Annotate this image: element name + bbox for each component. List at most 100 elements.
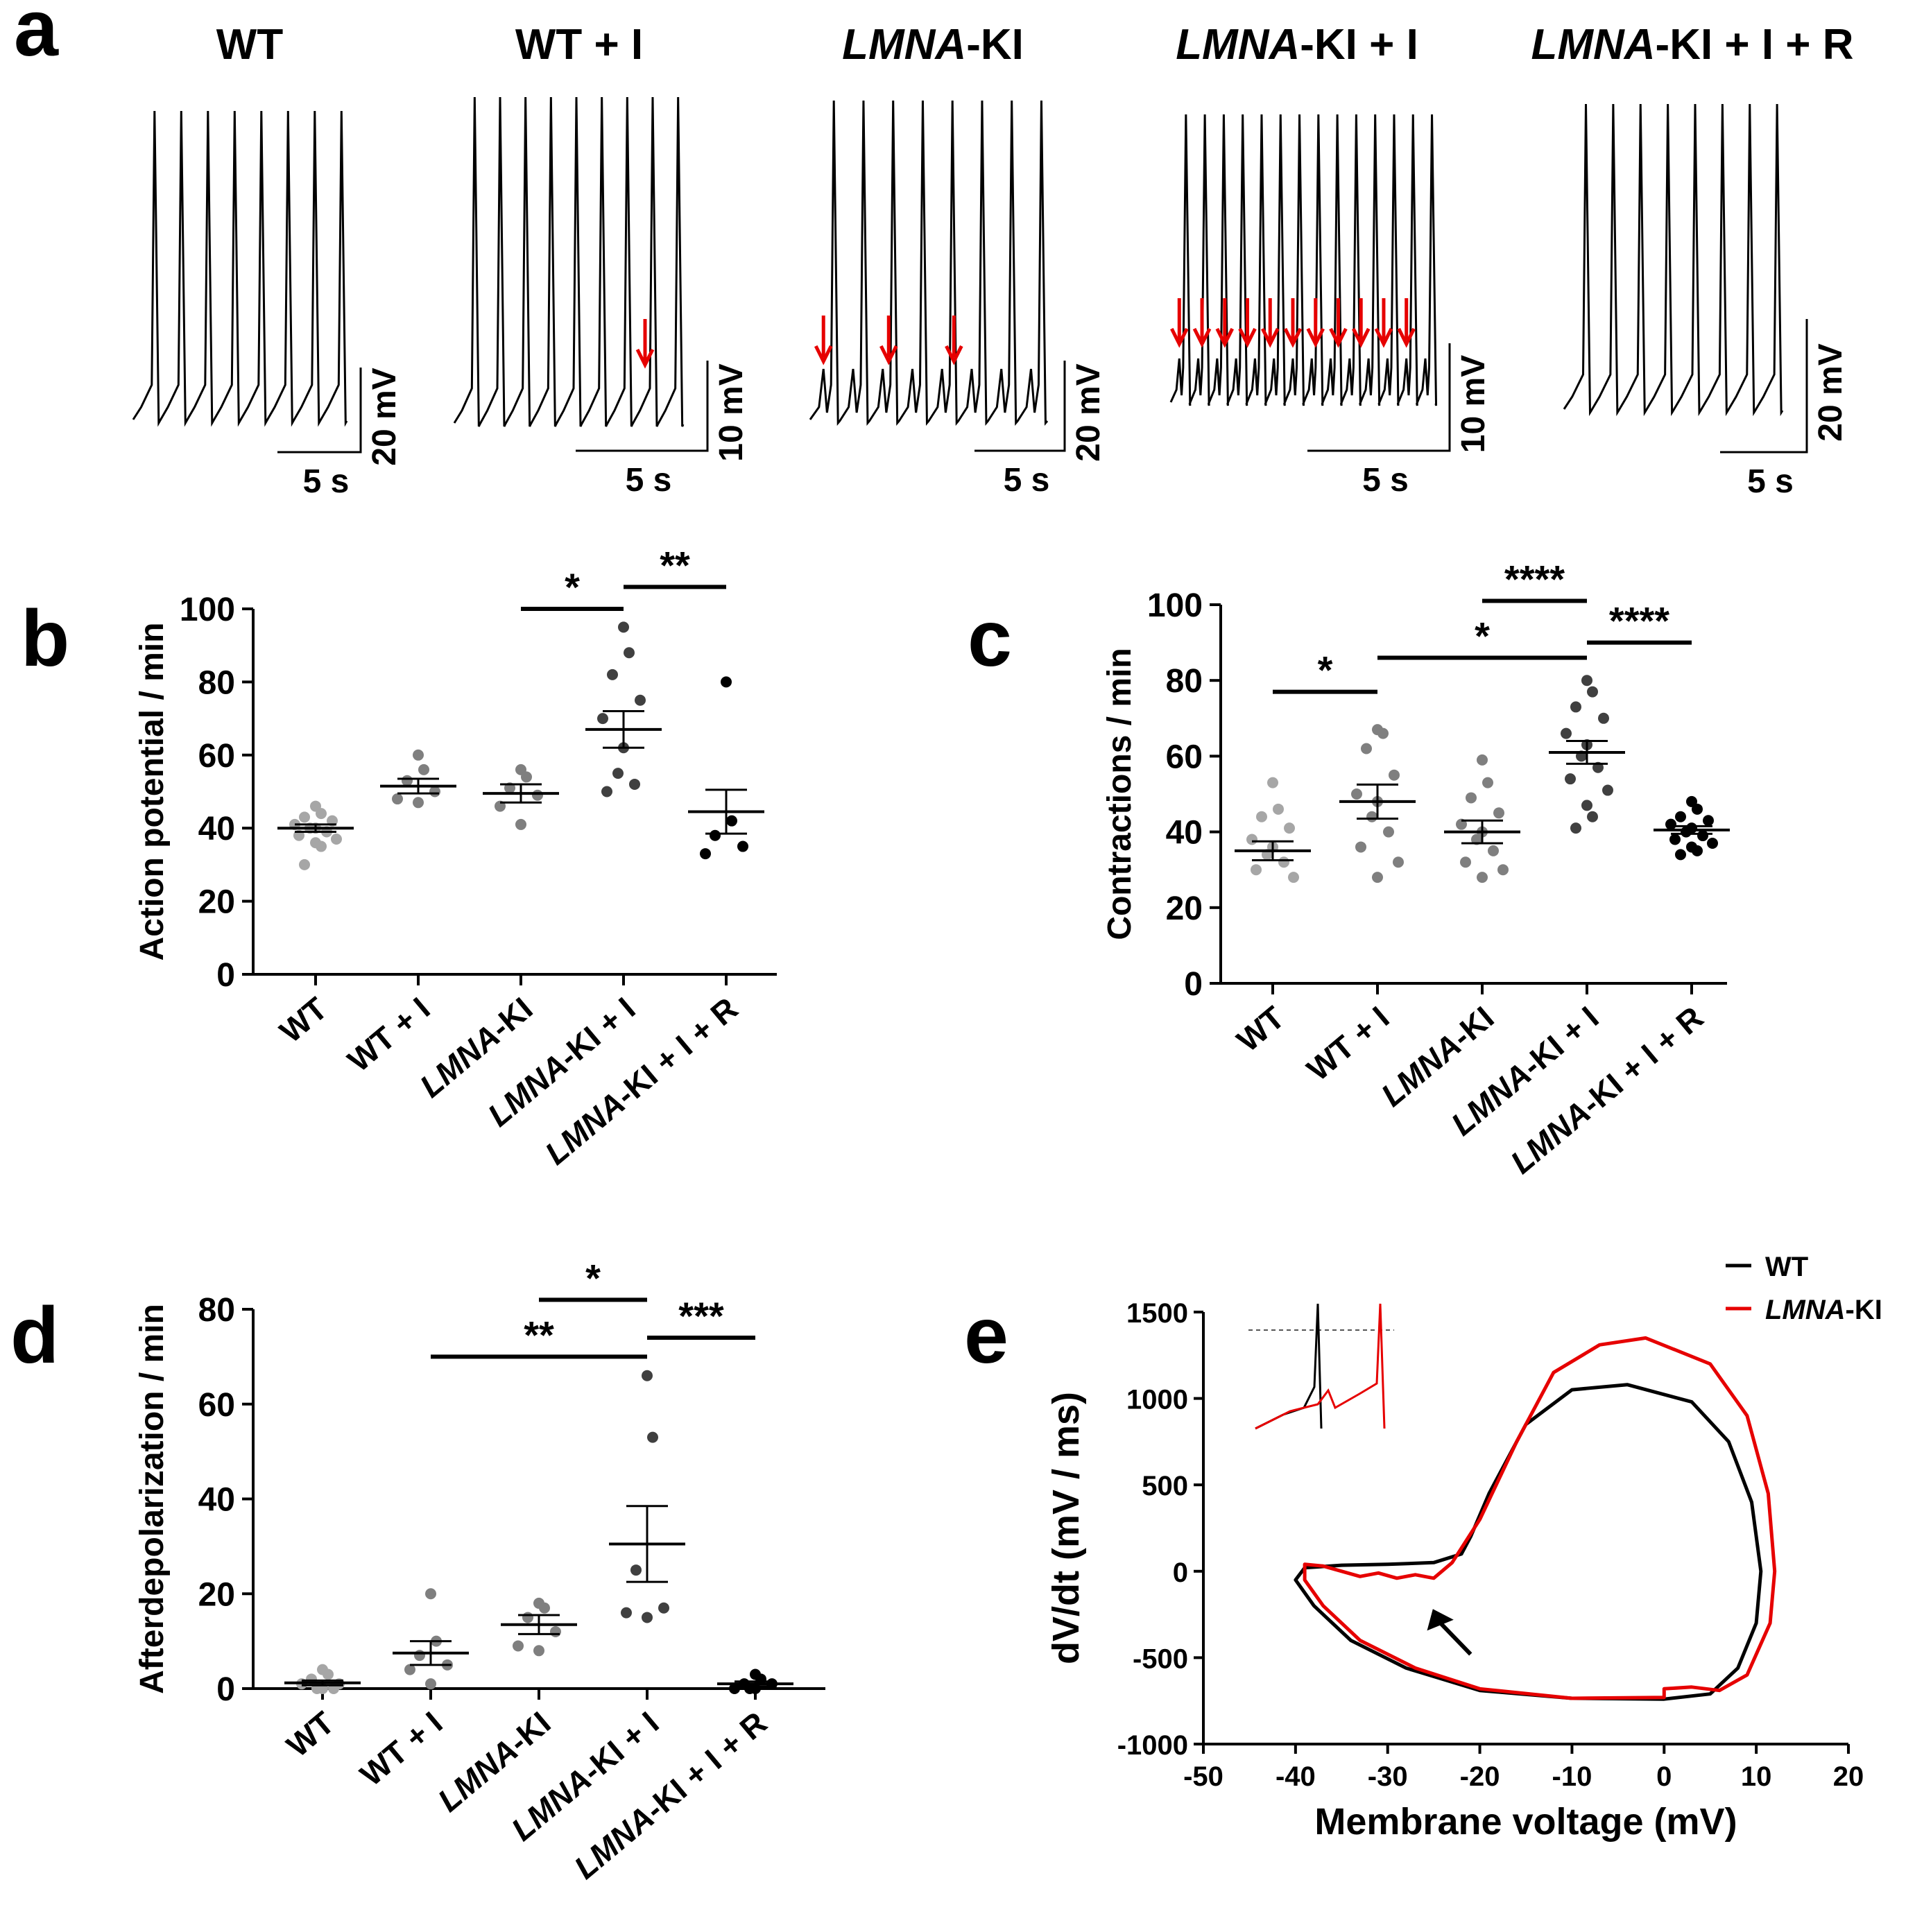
data-point — [1675, 849, 1686, 861]
data-point — [635, 694, 646, 706]
data-point — [1372, 872, 1383, 883]
trace-title-3-rest: -KI — [966, 21, 1024, 69]
data-point — [1351, 788, 1362, 800]
data-point — [1477, 872, 1488, 883]
data-point — [1703, 815, 1714, 827]
red-arrow-head — [879, 345, 898, 365]
x-tick-label-italic: LMNA — [481, 1046, 574, 1133]
x-axis-label: Membrane voltage (mV) — [1314, 1801, 1737, 1843]
red-arrow-head — [1283, 327, 1303, 348]
red-arrow — [945, 316, 963, 365]
data-point — [710, 829, 721, 841]
x-tick-label-rest: WT — [273, 990, 334, 1050]
data-point — [404, 1664, 415, 1675]
trace-line-1 — [132, 110, 348, 427]
trace-title-1-rest: WT — [216, 21, 284, 69]
significance-label: **** — [1504, 558, 1565, 601]
red-arrow — [814, 316, 833, 365]
red-arrow — [1192, 298, 1212, 348]
x-tick-label: WT + I — [1300, 999, 1396, 1088]
y-tick-label: 80 — [1166, 663, 1203, 700]
data-point — [413, 797, 424, 809]
data-point — [1383, 826, 1394, 838]
scale-voltage-label-3: 20 mV — [1070, 363, 1107, 461]
data-point — [1488, 845, 1499, 856]
y-tick-label: 60 — [1166, 739, 1203, 775]
data-point — [425, 1588, 436, 1600]
red-arrow-head — [945, 345, 963, 365]
data-point — [1587, 811, 1598, 822]
data-point — [413, 749, 424, 761]
x-tick-label-italic: LMNA — [1504, 1094, 1597, 1180]
red-arrow-head — [1215, 327, 1234, 348]
panel-d-scatter: 0 20 40 60 80 Afterdepolarization / min WT WT +… — [134, 1256, 825, 1886]
significance-label: **** — [1609, 599, 1669, 643]
data-point — [629, 778, 640, 790]
trace-4: LMNA-KI + I 5 s 10 mV — [1169, 21, 1492, 499]
data-point — [414, 1650, 425, 1662]
x-tick-label-italic: LMNA — [1444, 1055, 1538, 1142]
x-tick-label: 20 — [1833, 1761, 1864, 1792]
data-point — [1669, 834, 1681, 845]
legend-label-1: WT — [1765, 1252, 1808, 1282]
trace-title-2-rest: WT + I — [515, 21, 643, 69]
data-point — [392, 793, 403, 805]
trace-line-3 — [809, 100, 1049, 426]
red-arrow — [1170, 298, 1189, 348]
scale-bar-4 — [1307, 343, 1451, 452]
x-tick-label: WT + I — [341, 990, 436, 1079]
scale-time-label-5: 5 s — [1747, 463, 1794, 500]
red-arrow — [635, 319, 655, 369]
data-point — [299, 811, 310, 823]
significance-label: *** — [678, 1294, 724, 1338]
data-point — [323, 1668, 334, 1680]
scale-voltage-label-5: 20 mV — [1812, 343, 1849, 441]
y-tick-label: 500 — [1142, 1471, 1188, 1501]
data-point — [1361, 743, 1372, 754]
significance-label: * — [1475, 614, 1490, 657]
y-tick-label: 1500 — [1126, 1298, 1188, 1329]
x-tick-label-rest: -KI + I — [575, 1705, 665, 1788]
significance-label: * — [565, 565, 580, 609]
y-axis-label: Action potential / min — [134, 623, 171, 961]
y-tick-label: 40 — [1166, 815, 1203, 852]
data-point — [1256, 811, 1267, 822]
y-tick-label: -1000 — [1117, 1730, 1188, 1761]
y-tick-label: 20 — [1166, 890, 1203, 927]
data-point — [1288, 872, 1299, 883]
series-line-1 — [1294, 1383, 1763, 1701]
data-point — [658, 1602, 669, 1614]
trace-title-4: LMNA-KI + I — [1176, 21, 1418, 69]
significance-label: ** — [524, 1313, 554, 1356]
x-tick-label-italic: LMNA — [413, 1017, 506, 1104]
red-arrow-head — [1329, 327, 1348, 348]
panel-letter-d: d — [10, 1291, 59, 1380]
x-tick-label: WT — [273, 990, 334, 1050]
y-tick-label: 60 — [198, 738, 235, 775]
trace-line-4 — [1169, 114, 1438, 406]
annotation-arrow-head — [1427, 1609, 1454, 1631]
data-point — [737, 840, 748, 852]
scale-voltage-label-2: 10 mV — [713, 363, 750, 461]
data-point — [1665, 818, 1676, 830]
significance-label: * — [585, 1256, 601, 1300]
annotation-arrow — [1427, 1609, 1472, 1656]
legend-label-2-rest: -KI — [1846, 1295, 1882, 1325]
trace-title-5: LMNA-KI + I + R — [1531, 21, 1853, 69]
legend-label-1-rest: WT — [1765, 1252, 1808, 1282]
x-tick-label: 10 — [1741, 1761, 1772, 1792]
data-point — [1675, 811, 1686, 822]
y-tick-label: 20 — [198, 884, 235, 921]
data-point — [402, 775, 413, 786]
scale-voltage-label-1: 20 mV — [366, 368, 403, 465]
data-point — [624, 647, 635, 659]
series-line-2 — [1303, 1336, 1777, 1700]
y-axis-label: Contractions / min — [1101, 648, 1138, 940]
trace-title-5-rest: -KI + I + R — [1656, 21, 1854, 69]
data-point — [1466, 792, 1477, 804]
data-point — [1692, 803, 1703, 815]
red-arrow-head — [814, 345, 833, 365]
